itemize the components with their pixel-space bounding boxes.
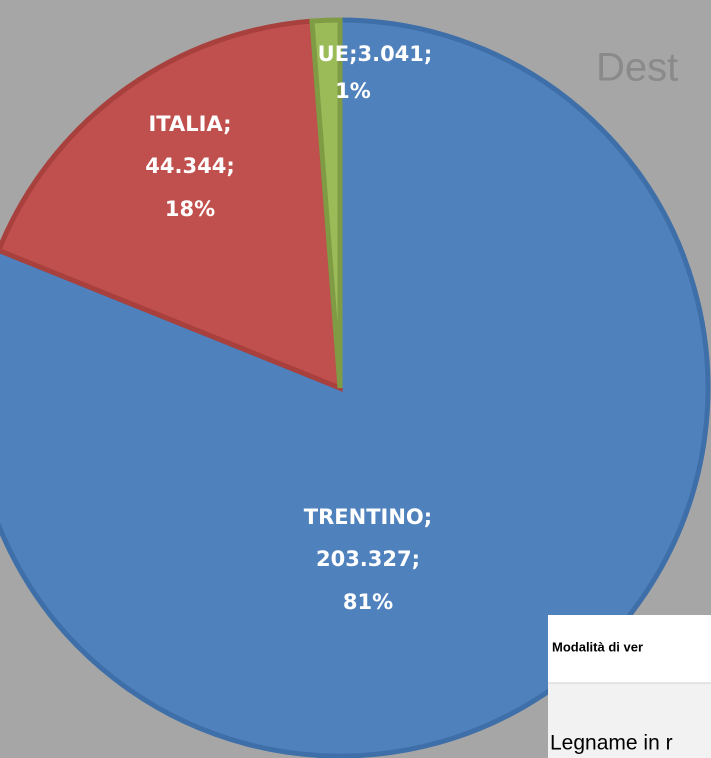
category-label: UE — [318, 42, 349, 66]
pie-slice — [0, 18, 343, 392]
data-label: 44.344; — [145, 154, 234, 178]
table-text: Legname in r — [550, 732, 673, 755]
table-header-cell — [548, 615, 711, 683]
data-label: 203.327; — [316, 547, 420, 571]
category-label: ITALIA — [148, 112, 223, 136]
pie-slice — [309, 17, 343, 389]
pie — [0, 17, 711, 758]
label-separator: ; — [349, 42, 357, 66]
percent-label: 81% — [343, 590, 393, 614]
data-label: ITALIA; — [148, 112, 231, 136]
value-label: 44.344 — [145, 154, 226, 178]
label-separator: ; — [223, 112, 231, 136]
value-label: 203.327 — [316, 547, 412, 571]
category-label: TRENTINO — [304, 505, 424, 529]
value-label: 3.041 — [357, 42, 423, 66]
percent-label: 18% — [165, 197, 215, 221]
chart-title: Dest — [596, 46, 678, 90]
label-separator: ; — [226, 154, 234, 178]
percent-label: 1% — [335, 79, 371, 103]
label-separator: ; — [412, 547, 420, 571]
data-label: TRENTINO; — [304, 505, 432, 529]
table-header: Modalità di ver — [552, 639, 643, 654]
data-label: UE;3.041; — [318, 42, 433, 66]
label-separator: ; — [424, 42, 432, 66]
table-cell — [548, 683, 711, 758]
pie-slice — [0, 17, 711, 758]
label-separator: ; — [424, 505, 432, 529]
data-labels: TRENTINO;203.327;81%ITALIA;44.344;18%UE;… — [145, 42, 432, 614]
